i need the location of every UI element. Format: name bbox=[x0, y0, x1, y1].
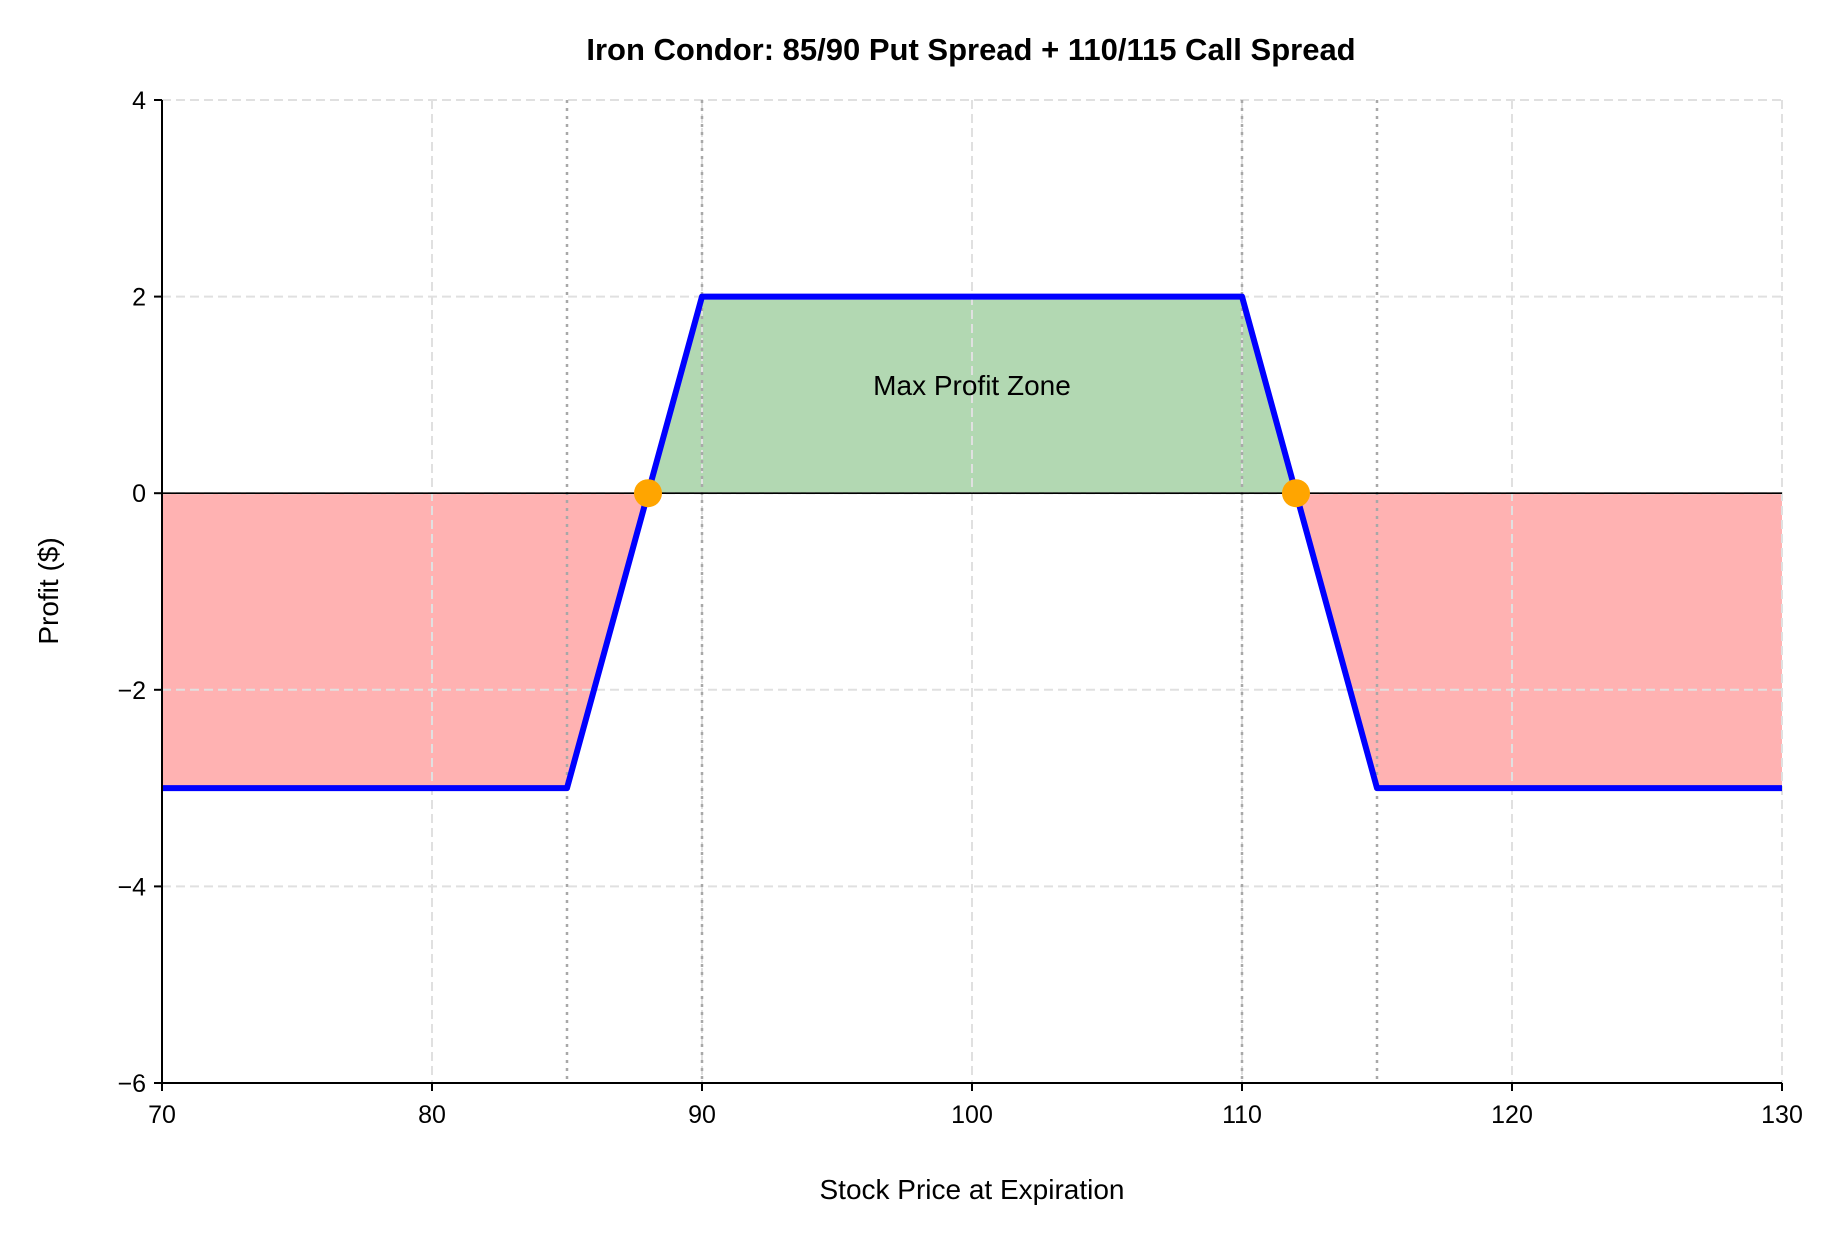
loss-fill-left bbox=[162, 493, 648, 789]
x-tick-label: 90 bbox=[688, 1101, 716, 1129]
x-tick-label: 80 bbox=[418, 1101, 446, 1129]
chart-title: Iron Condor: 85/90 Put Spread + 110/115 … bbox=[586, 32, 1355, 67]
y-tick-label: −6 bbox=[117, 1070, 146, 1098]
y-tick-label: 4 bbox=[132, 87, 146, 115]
breakeven-point bbox=[1282, 479, 1310, 508]
fill-layer bbox=[162, 296, 1782, 789]
max-profit-annotation: Max Profit Zone bbox=[873, 370, 1071, 401]
x-tick-label: 100 bbox=[951, 1101, 993, 1129]
payoff-line bbox=[162, 293, 1782, 792]
x-tick-label: 120 bbox=[1491, 1101, 1533, 1129]
loss-fill-right bbox=[1296, 493, 1782, 789]
series-layer bbox=[162, 293, 1782, 792]
x-tick-label: 110 bbox=[1222, 1101, 1262, 1129]
y-tick-label: −4 bbox=[117, 873, 146, 901]
x-tick-label: 70 bbox=[148, 1101, 176, 1129]
x-tick-label: 130 bbox=[1761, 1101, 1803, 1129]
y-tick-label: 0 bbox=[132, 480, 146, 508]
breakeven-point bbox=[634, 479, 662, 508]
y-tick-label: 2 bbox=[132, 284, 146, 312]
axes bbox=[154, 99, 1783, 1091]
y-axis-label: Profit ($) bbox=[33, 537, 64, 644]
tick-labels: 70 80 90 100 110 120 130 4 2 0 −2 −4 −6 bbox=[117, 87, 1802, 1129]
breakeven-layer bbox=[634, 479, 1310, 508]
x-axis-label: Stock Price at Expiration bbox=[819, 1174, 1124, 1205]
y-tick-label: −2 bbox=[117, 677, 146, 705]
